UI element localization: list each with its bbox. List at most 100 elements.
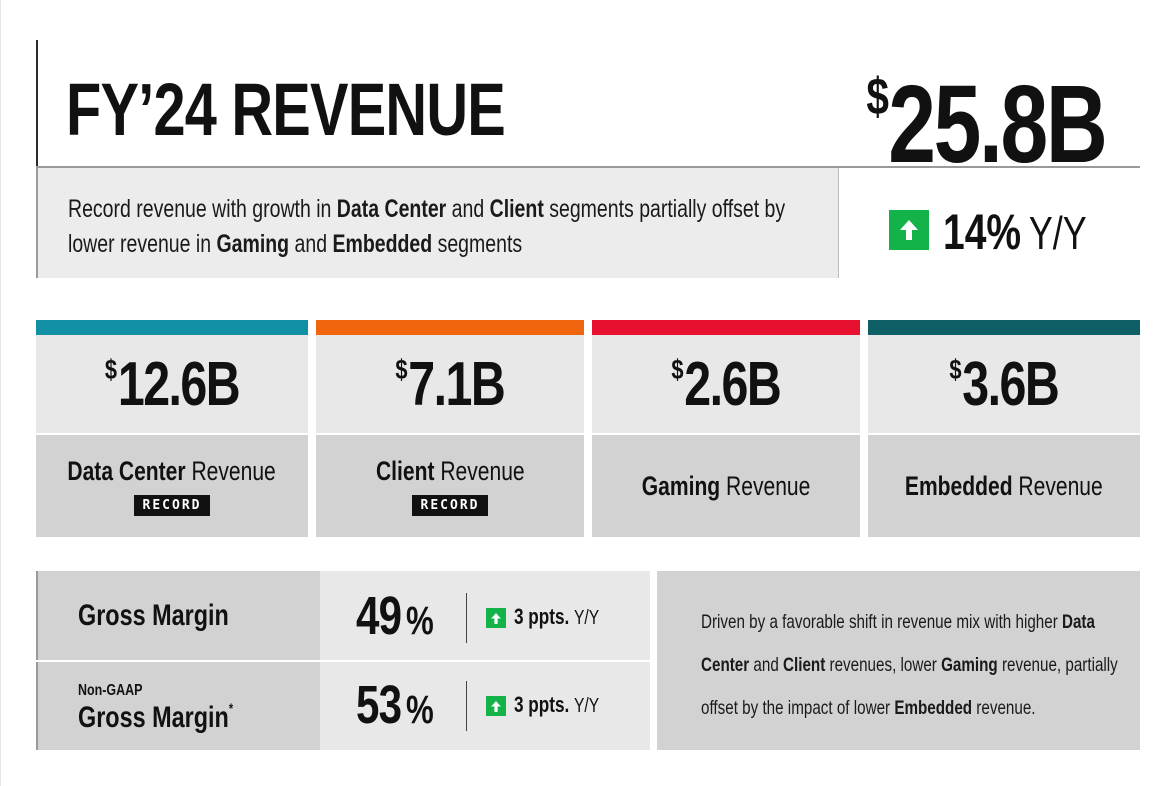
record-badge: RECORD xyxy=(411,495,489,516)
yoy-label: Y/Y xyxy=(1028,207,1087,259)
summary-bold-gaming: Gaming xyxy=(216,230,290,258)
gross-margin-row: Gross Margin 49% 3 ppts. Y/Y xyxy=(36,571,650,660)
segment-name: Client Revenue xyxy=(376,456,525,487)
non-gaap-unit: % xyxy=(405,688,434,732)
segment-name-cell: Gaming Revenue xyxy=(592,435,860,537)
segment-name-bold: Gaming xyxy=(641,470,721,501)
record-badge: RECORD xyxy=(133,495,211,516)
summary-band: Record revenue with growth in Data Cente… xyxy=(36,168,838,278)
non-gaap-label: Gross Margin* xyxy=(78,700,233,735)
non-gaap-label-text: Gross Margin xyxy=(78,701,229,734)
segment-name-cell: Client Revenue RECORD xyxy=(316,435,584,537)
summary-text: Record revenue with growth in Data Cente… xyxy=(68,192,832,262)
non-gaap-prefix: Non-GAAP xyxy=(78,682,143,699)
segment-name: Gaming Revenue xyxy=(642,471,811,502)
segment-name-rest: Revenue xyxy=(1012,470,1103,501)
segment-currency: $ xyxy=(395,353,408,385)
segment-name-bold: Embedded xyxy=(905,470,1013,501)
non-gaap-value: 53% xyxy=(356,674,434,736)
total-revenue: $25.8B xyxy=(865,42,1107,180)
summary-text-part: Record revenue with growth in xyxy=(68,195,337,223)
summary-bold-data-center: Data Center xyxy=(336,195,447,223)
segment-card-gaming: $2.6B Gaming Revenue xyxy=(592,320,860,537)
explanation-text-part: Driven by a favorable shift in revenue m… xyxy=(701,611,1062,633)
gross-margin-label: Gross Margin xyxy=(78,599,229,632)
segment-card-embedded: $3.6B Embedded Revenue xyxy=(868,320,1140,537)
segment-name-cell: Embedded Revenue xyxy=(868,435,1140,537)
segment-currency: $ xyxy=(104,353,118,385)
segment-amount: 12.6B xyxy=(117,349,241,419)
non-gaap-change-value: 3 ppts. xyxy=(514,692,570,717)
segment-amount: 7.1B xyxy=(408,349,505,419)
segment-card-client: $7.1B Client Revenue RECORD xyxy=(316,320,584,537)
divider xyxy=(466,681,467,731)
header-rule-horizontal xyxy=(36,166,1140,168)
explanation-text-part: revenue. xyxy=(972,697,1036,719)
summary-text-part: and xyxy=(446,195,490,223)
segment-value-cell: $2.6B xyxy=(592,335,860,435)
segment-name-rest: Revenue xyxy=(720,470,811,501)
segment-value: $12.6B xyxy=(104,349,241,420)
segment-color-bar xyxy=(592,320,860,335)
explanation-bold-client: Client xyxy=(783,654,826,676)
segment-value-cell: $3.6B xyxy=(868,335,1140,435)
segment-color-bar xyxy=(36,320,308,335)
explanation-bold-gaming: Gaming xyxy=(941,654,998,676)
segment-value: $3.6B xyxy=(949,349,1060,420)
segment-name: Embedded Revenue xyxy=(905,471,1103,502)
gross-margin-change: 3 ppts. Y/Y xyxy=(514,604,599,630)
header-rule-vertical xyxy=(36,40,38,166)
summary-text-part: and xyxy=(289,230,333,258)
page-title: FY’24 REVENUE xyxy=(66,68,506,151)
arrow-up-icon xyxy=(486,696,506,716)
explanation-text-part: and xyxy=(749,654,784,676)
gross-margin-value: 49% xyxy=(356,585,434,647)
arrow-up-icon xyxy=(889,210,929,250)
arrow-up-icon xyxy=(486,608,506,628)
gross-margin-number: 49 xyxy=(356,586,402,646)
segment-amount: 2.6B xyxy=(684,349,781,419)
non-gaap-change-suffix: Y/Y xyxy=(573,695,600,717)
segment-value-cell: $12.6B xyxy=(36,335,308,435)
non-gaap-number: 53 xyxy=(356,675,402,735)
gross-margin-change-value: 3 ppts. xyxy=(514,604,570,629)
segment-name-bold: Data Center xyxy=(67,456,187,486)
explanation-text-part: revenues, lower xyxy=(825,654,942,676)
segment-card-data-center: $12.6B Data Center Revenue RECORD xyxy=(36,320,308,537)
segment-name-bold: Client xyxy=(375,456,435,486)
gross-margin-label-cell: Gross Margin xyxy=(36,571,320,660)
summary-bold-client: Client xyxy=(489,195,544,223)
segment-name-rest: Revenue xyxy=(434,456,525,486)
footnote-marker: * xyxy=(228,700,234,716)
margin-explanation-panel: Driven by a favorable shift in revenue m… xyxy=(657,571,1140,750)
summary-text-part: segments xyxy=(432,230,523,258)
margin-explanation-text: Driven by a favorable shift in revenue m… xyxy=(701,601,1122,730)
divider xyxy=(466,593,467,643)
row-divider xyxy=(36,660,650,662)
gross-margin-unit: % xyxy=(405,599,434,643)
gross-margin-value-cell: 49% 3 ppts. Y/Y xyxy=(320,571,650,660)
explanation-bold-data-center: Data Center xyxy=(701,611,1095,676)
total-currency: $ xyxy=(865,68,889,126)
gross-margin-table: Gross Margin 49% 3 ppts. Y/Y Non-GAAP Gro… xyxy=(36,571,650,750)
summary-text-part: segments partially offset by lower reven… xyxy=(68,195,786,258)
segment-color-bar xyxy=(868,320,1140,335)
non-gaap-label-cell: Non-GAAP Gross Margin* xyxy=(36,662,320,750)
segment-currency: $ xyxy=(949,353,962,385)
segment-name-rest: Revenue xyxy=(186,456,277,486)
non-gaap-margin-row: Non-GAAP Gross Margin* 53% 3 ppts. Y/Y xyxy=(36,662,650,750)
segment-color-bar xyxy=(316,320,584,335)
segment-value-cell: $7.1B xyxy=(316,335,584,435)
segment-name-cell: Data Center Revenue RECORD xyxy=(36,435,308,537)
non-gaap-value-cell: 53% 3 ppts. Y/Y xyxy=(320,662,650,750)
segment-value: $7.1B xyxy=(395,349,506,420)
non-gaap-change: 3 ppts. Y/Y xyxy=(514,692,599,718)
segment-amount: 3.6B xyxy=(962,349,1059,419)
explanation-text-part: revenue, partially offset by the impact … xyxy=(701,654,1118,719)
page-edge xyxy=(0,0,1,786)
segment-value: $2.6B xyxy=(671,349,782,420)
yoy-value: 14% Y/Y xyxy=(943,204,1087,261)
explanation-bold-embedded: Embedded xyxy=(894,697,973,719)
yoy-growth: 14% Y/Y xyxy=(838,168,1141,278)
segment-currency: $ xyxy=(671,353,684,385)
